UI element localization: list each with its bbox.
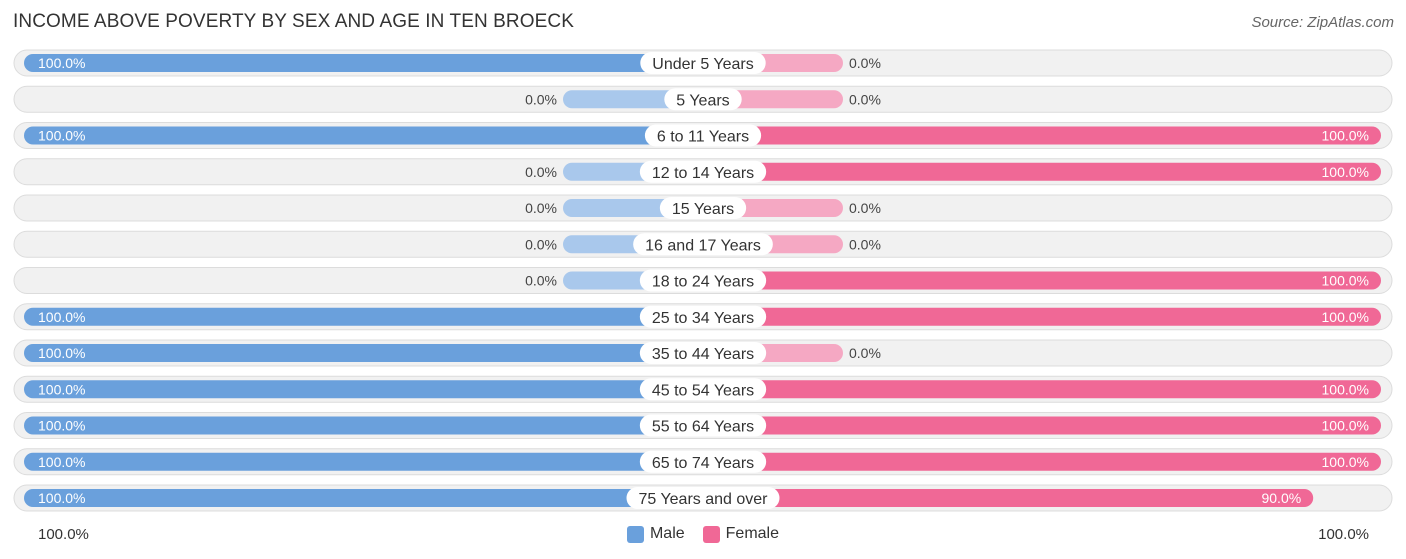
- male-bar: [24, 307, 703, 326]
- bar-row: 100.0% 100.0% 25 to 34 Years: [13, 303, 1393, 331]
- female-value-label: 100.0%: [1322, 309, 1369, 325]
- category-pill: [639, 305, 767, 328]
- male-value-label: 100.0%: [38, 381, 85, 397]
- male-value-label: 0.0%: [525, 91, 557, 107]
- female-value-label: 100.0%: [1322, 128, 1369, 144]
- category-pill: [633, 233, 773, 256]
- male-value-label: 0.0%: [525, 200, 557, 216]
- female-value-label: 100.0%: [1322, 454, 1369, 470]
- female-bar: [703, 380, 1381, 399]
- legend-label-male: Male: [649, 525, 685, 542]
- category-label: 18 to 24 Years: [652, 274, 754, 291]
- category-pill: [664, 88, 742, 111]
- legend-label-female: Female: [725, 525, 780, 542]
- category-pill: [639, 160, 767, 183]
- male-value-label: 0.0%: [525, 164, 557, 180]
- female-bar: [703, 162, 1381, 181]
- category-pill: [644, 124, 762, 147]
- bar-row: 100.0% 0.0% Under 5 Years: [13, 49, 1393, 77]
- male-value-label: 100.0%: [38, 345, 85, 361]
- male-bar: [24, 344, 703, 362]
- female-value-label: 90.0%: [1261, 490, 1301, 506]
- category-pill: [659, 197, 747, 219]
- female-bar: [703, 416, 1381, 435]
- male-value-label: 100.0%: [38, 418, 85, 434]
- male-bar: [24, 126, 703, 145]
- male-value-label: 0.0%: [525, 236, 557, 252]
- category-label: 25 to 34 Years: [652, 310, 754, 327]
- source-label: Source: ZipAtlas.com: [1251, 14, 1394, 31]
- female-bar: [703, 271, 1381, 290]
- male-value-label: 0.0%: [525, 273, 557, 289]
- male-bar: [24, 416, 703, 435]
- female-value-label: 100.0%: [1322, 381, 1369, 397]
- bar-row: 100.0% 0.0% 35 to 44 Years: [13, 339, 1393, 367]
- female-value-label: 0.0%: [849, 91, 881, 107]
- category-pill: [639, 342, 767, 364]
- legend-item-male[interactable]: Male: [626, 525, 685, 543]
- bar-row: 0.0% 100.0% 12 to 14 Years: [13, 158, 1393, 186]
- female-bar: [703, 126, 1381, 145]
- bar-row: 100.0% 90.0% 75 Years and over: [13, 484, 1393, 512]
- category-label: 16 and 17 Years: [645, 237, 761, 254]
- category-pill: [639, 378, 767, 401]
- bar-row: 100.0% 100.0% 65 to 74 Years: [13, 448, 1393, 476]
- bar-row: 100.0% 100.0% 55 to 64 Years: [13, 412, 1393, 439]
- female-value-label: 100.0%: [1322, 418, 1369, 434]
- female-value-label: 100.0%: [1322, 164, 1369, 180]
- bar-row: 0.0% 100.0% 18 to 24 Years: [13, 267, 1393, 294]
- female-value-label: 0.0%: [849, 55, 881, 71]
- bar-row: 0.0% 0.0% 15 Years: [13, 194, 1393, 222]
- legend-swatch-female: [702, 525, 720, 543]
- male-value-label: 100.0%: [38, 490, 85, 506]
- female-value-label: 0.0%: [849, 236, 881, 252]
- male-bar: [24, 380, 703, 399]
- bar-row: 0.0% 0.0% 16 and 17 Years: [13, 230, 1393, 258]
- category-label: 6 to 11 Years: [657, 129, 749, 146]
- bar-row: 100.0% 100.0% 6 to 11 Years: [13, 122, 1393, 149]
- legend-swatch-male: [626, 525, 644, 543]
- category-label: 35 to 44 Years: [652, 346, 754, 363]
- axis-label-right: 100.0%: [1318, 526, 1369, 543]
- category-pill: [626, 487, 780, 509]
- female-value-label: 0.0%: [849, 200, 881, 216]
- category-pill: [639, 450, 767, 473]
- category-pill: [639, 269, 767, 292]
- bar-row: 0.0% 0.0% 5 Years: [13, 85, 1393, 113]
- legend-item-female[interactable]: Female: [702, 525, 780, 543]
- female-value-label: 100.0%: [1322, 273, 1369, 289]
- category-label: Under 5 Years: [652, 56, 753, 73]
- male-value-label: 100.0%: [38, 309, 85, 325]
- female-bar: [703, 489, 1314, 507]
- female-value-label: 0.0%: [849, 345, 881, 361]
- male-bar: [24, 54, 703, 72]
- female-bar: [703, 452, 1381, 471]
- category-pill: [640, 52, 766, 74]
- category-label: 65 to 74 Years: [652, 455, 754, 472]
- category-label: 12 to 14 Years: [652, 165, 754, 182]
- category-label: 15 Years: [672, 201, 734, 218]
- female-bar: [703, 307, 1381, 326]
- category-label: 55 to 64 Years: [652, 419, 754, 436]
- male-value-label: 100.0%: [38, 55, 85, 71]
- category-pill: [639, 414, 767, 437]
- legend: Male Female: [0, 524, 1406, 544]
- category-label: 5 Years: [676, 92, 729, 109]
- male-value-label: 100.0%: [38, 454, 85, 470]
- male-value-label: 100.0%: [38, 128, 85, 144]
- chart-title: INCOME ABOVE POVERTY BY SEX AND AGE IN T…: [13, 11, 575, 32]
- male-bar: [24, 489, 703, 507]
- chart: 100.0% 0.0% Under 5 Years 0.0% 0.0% 5 Years 10…: [13, 49, 1393, 512]
- axis-label-left: 100.0%: [38, 526, 89, 543]
- bar-row: 100.0% 100.0% 45 to 54 Years: [13, 375, 1393, 403]
- category-label: 45 to 54 Years: [652, 382, 754, 399]
- category-label: 75 Years and over: [639, 491, 769, 508]
- male-bar: [24, 452, 703, 471]
